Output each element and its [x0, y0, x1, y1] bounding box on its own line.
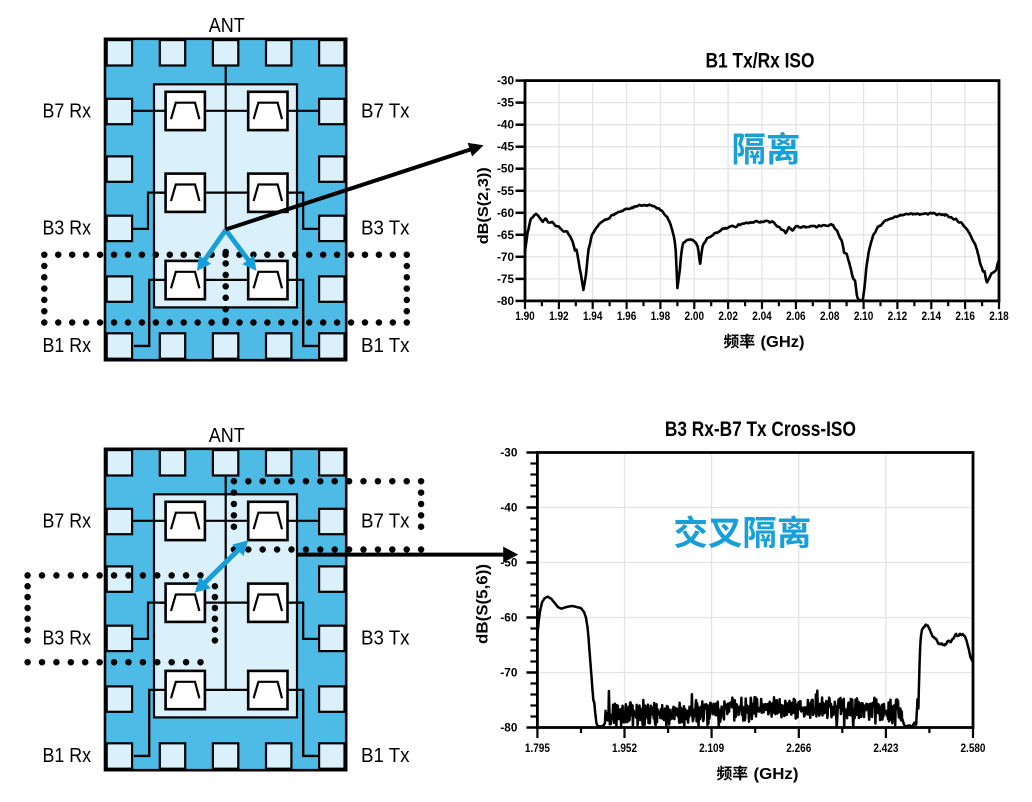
- svg-text:-35: -35: [497, 97, 515, 110]
- svg-text:1.952: 1.952: [612, 741, 637, 755]
- svg-text:1.795: 1.795: [525, 741, 550, 755]
- svg-text:B7 Tx: B7 Tx: [361, 510, 410, 533]
- svg-text:ANT: ANT: [209, 14, 245, 37]
- svg-text:-55: -55: [497, 185, 515, 198]
- svg-text:B1 Tx: B1 Tx: [361, 334, 410, 357]
- svg-text:-50: -50: [500, 557, 517, 570]
- svg-text:-40: -40: [497, 119, 514, 132]
- svg-text:B3 Tx: B3 Tx: [361, 217, 410, 240]
- svg-text:-70: -70: [497, 251, 514, 264]
- svg-text:2.16: 2.16: [955, 309, 975, 323]
- svg-text:B7 Tx: B7 Tx: [361, 100, 410, 123]
- svg-text:B3 Rx-B7 Tx Cross-ISO: B3 Rx-B7 Tx Cross-ISO: [665, 417, 856, 441]
- svg-text:B3 Rx: B3 Rx: [43, 627, 92, 650]
- svg-text:2.00: 2.00: [685, 309, 705, 323]
- svg-text:-50: -50: [497, 163, 514, 176]
- svg-text:2.06: 2.06: [786, 309, 806, 323]
- svg-text:1.94: 1.94: [583, 309, 603, 323]
- svg-text:-30: -30: [500, 447, 517, 460]
- svg-text:dB(S(5,6)): dB(S(5,6)): [475, 564, 492, 644]
- svg-text:B1 Tx: B1 Tx: [361, 744, 410, 767]
- svg-text:ANT: ANT: [209, 424, 245, 447]
- svg-text:2.580: 2.580: [961, 741, 986, 755]
- svg-text:2.423: 2.423: [873, 741, 898, 755]
- svg-text:-80: -80: [500, 722, 517, 735]
- svg-text:2.04: 2.04: [752, 309, 772, 323]
- svg-text:B7 Rx: B7 Rx: [43, 100, 92, 123]
- svg-text:-70: -70: [500, 667, 517, 680]
- svg-text:1.98: 1.98: [651, 309, 671, 323]
- svg-text:(GHz): (GHz): [761, 334, 805, 351]
- svg-text:B1 Tx/Rx ISO: B1 Tx/Rx ISO: [706, 49, 815, 73]
- svg-text:-75: -75: [497, 273, 515, 286]
- svg-text:2.08: 2.08: [820, 309, 840, 323]
- svg-text:B3 Rx: B3 Rx: [43, 217, 92, 240]
- svg-text:-60: -60: [497, 207, 514, 220]
- svg-text:-80: -80: [497, 295, 514, 308]
- svg-text:2.18: 2.18: [989, 309, 1009, 323]
- svg-text:1.92: 1.92: [549, 309, 569, 323]
- svg-text:-30: -30: [497, 75, 514, 88]
- svg-text:1.96: 1.96: [617, 309, 637, 323]
- svg-text:-65: -65: [497, 229, 515, 242]
- svg-text:2.266: 2.266: [786, 741, 811, 755]
- svg-text:2.109: 2.109: [699, 741, 724, 755]
- svg-text:B1 Rx: B1 Rx: [43, 334, 92, 357]
- svg-text:2.10: 2.10: [854, 309, 874, 323]
- svg-text:B3 Tx: B3 Tx: [361, 627, 410, 650]
- svg-text:-60: -60: [500, 612, 517, 625]
- svg-text:B1 Rx: B1 Rx: [43, 744, 92, 767]
- svg-text:dB(S(2,3)): dB(S(2,3)): [476, 167, 492, 244]
- svg-text:(GHz): (GHz): [754, 766, 799, 783]
- svg-text:-45: -45: [497, 141, 515, 154]
- svg-text:2.02: 2.02: [718, 309, 738, 323]
- svg-text:1.90: 1.90: [515, 309, 535, 323]
- svg-text:B7 Rx: B7 Rx: [43, 510, 92, 533]
- svg-text:-40: -40: [500, 502, 517, 515]
- svg-text:2.14: 2.14: [922, 309, 942, 323]
- svg-text:2.12: 2.12: [888, 309, 908, 323]
